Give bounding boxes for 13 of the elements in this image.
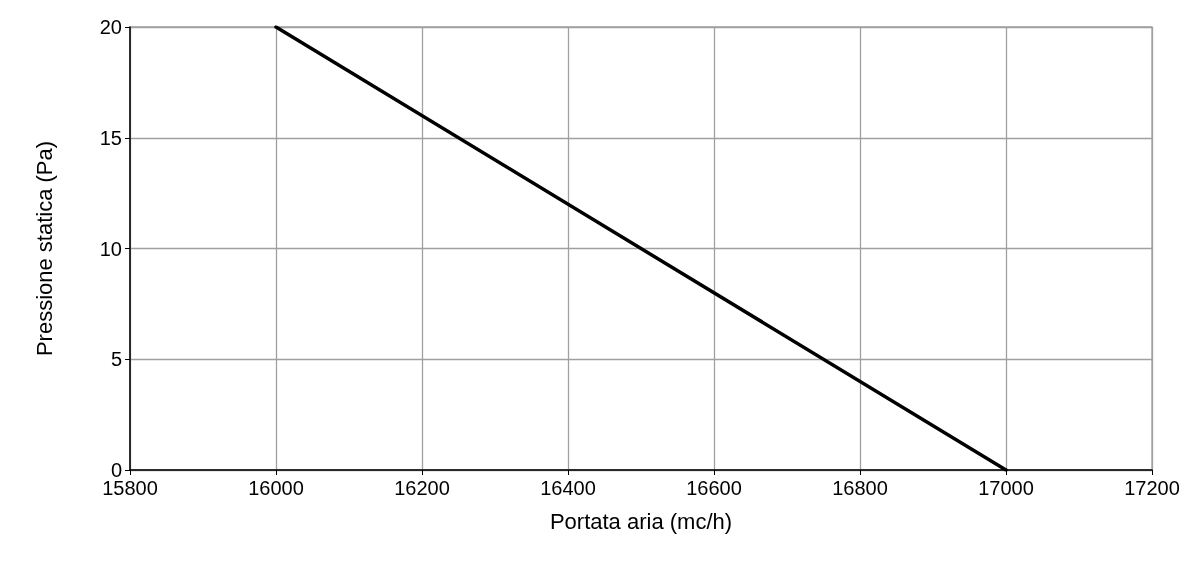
- x-axis-title: Portata aria (mc/h): [549, 508, 733, 534]
- x-tick-label: 16600: [686, 477, 742, 499]
- x-tick-label: 16200: [394, 477, 450, 499]
- y-tick-label: 5: [110, 348, 122, 371]
- x-tick-label: 16800: [832, 477, 888, 499]
- x-tick-label: 17200: [1124, 477, 1180, 499]
- y-axis-title: Pressione statica (Pa): [31, 140, 57, 357]
- y-tick-label: 20: [99, 16, 122, 38]
- x-tick-label: 17000: [978, 477, 1034, 499]
- y-tick-label: 10: [99, 237, 122, 260]
- x-tick-label: 16400: [540, 477, 596, 499]
- x-tick-label: 16000: [248, 477, 304, 499]
- y-tick-label: 15: [99, 126, 122, 149]
